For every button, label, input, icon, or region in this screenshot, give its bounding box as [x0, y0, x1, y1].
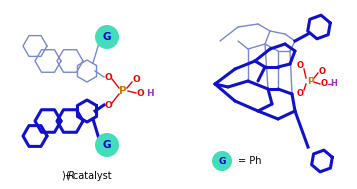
Text: O: O: [104, 101, 112, 109]
Circle shape: [212, 151, 232, 171]
Text: O: O: [297, 61, 303, 70]
Circle shape: [95, 133, 119, 157]
Text: G: G: [218, 156, 226, 166]
Text: G: G: [103, 32, 111, 42]
Text: G: G: [103, 140, 111, 150]
Text: O: O: [321, 80, 327, 88]
Text: = Ph: = Ph: [238, 156, 261, 166]
Text: P: P: [119, 86, 127, 96]
Text: )−catalyst: )−catalyst: [62, 171, 112, 181]
Text: (: (: [65, 171, 69, 181]
Text: O: O: [104, 73, 112, 81]
Text: H: H: [146, 88, 154, 98]
Text: O: O: [136, 88, 144, 98]
Text: O: O: [132, 74, 140, 84]
Text: H: H: [331, 80, 337, 88]
Circle shape: [95, 25, 119, 49]
Text: P: P: [307, 77, 313, 85]
Text: O: O: [318, 67, 326, 75]
Text: O: O: [297, 88, 303, 98]
Text: R: R: [67, 171, 74, 181]
